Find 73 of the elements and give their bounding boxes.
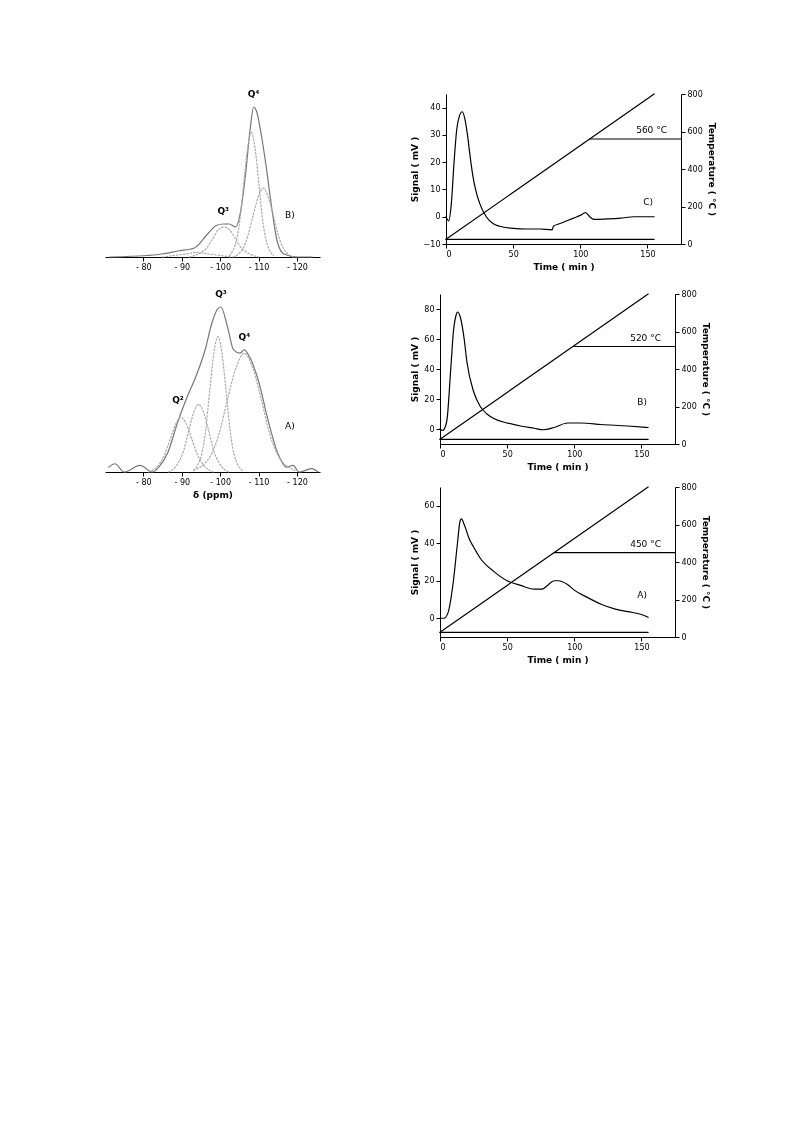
y2-tick-label: 200 (687, 202, 703, 211)
x-tick-label: - 90 (174, 262, 191, 272)
annotation: B) (637, 397, 647, 407)
y2-tick-label: 800 (681, 482, 697, 492)
x-axis-title: Time ( min ) (527, 461, 589, 472)
y2-tick-label: 200 (681, 402, 697, 411)
x-tick-label: - 110 (248, 262, 270, 272)
y2-axis-title: Temperature ( °C ) (706, 122, 717, 217)
y2-tick-label: 600 (681, 327, 697, 336)
y-tick-label: −10 (423, 239, 441, 249)
x-tick-label: - 110 (248, 477, 270, 487)
x-tick-label: - 120 (287, 477, 308, 487)
x-tick-label: - 90 (174, 477, 191, 487)
x-tick-label: 100 (567, 449, 583, 459)
y-tick-label: 40 (430, 103, 441, 113)
x-axis-title: Time ( min ) (533, 261, 595, 272)
y-tick-label: 80 (424, 304, 435, 314)
annotation: A) (285, 420, 295, 431)
y2-tick-label: 600 (687, 127, 703, 136)
annotation: Q² (172, 394, 184, 405)
y2-tick-label: 800 (687, 89, 703, 99)
annotation: Q³ (215, 289, 227, 299)
x-axis-title: Time ( min ) (527, 654, 589, 665)
annotation: Q⁴ (247, 89, 260, 99)
y2-tick-label: 600 (681, 520, 697, 529)
x-tick-label: 150 (634, 449, 650, 459)
x-tick-label: 100 (573, 249, 589, 259)
y-tick-label: 60 (424, 334, 435, 344)
y-tick-label: 30 (430, 130, 441, 140)
y-tick-label: 20 (430, 157, 441, 167)
x-tick-label: - 120 (287, 262, 308, 272)
y2-tick-label: 200 (681, 595, 697, 604)
x-axis-title: δ (ppm) (193, 489, 233, 500)
x-tick-label: 50 (502, 642, 513, 652)
y-tick-label: 60 (424, 501, 435, 511)
y2-tick-label: 400 (687, 164, 703, 174)
x-tick-label: 100 (567, 642, 583, 652)
x-tick-label: - 80 (136, 262, 152, 272)
y2-tick-label: 0 (681, 632, 687, 642)
x-tick-label: 150 (640, 249, 656, 259)
y-tick-label: 0 (429, 424, 435, 434)
x-tick-label: - 100 (210, 477, 232, 487)
annotation: B) (285, 210, 295, 220)
x-tick-label: 150 (634, 642, 650, 652)
y2-tick-label: 400 (681, 364, 697, 374)
x-tick-label: - 80 (136, 477, 152, 487)
y-tick-label: 40 (424, 538, 435, 548)
y-axis-title: Signal ( mV ) (410, 336, 421, 403)
y2-tick-label: 0 (681, 439, 687, 449)
y-tick-label: 0 (435, 212, 441, 222)
annotation: A) (637, 590, 647, 600)
annotation: Q³ (217, 206, 230, 216)
y2-axis-title: Temperature ( °C ) (700, 322, 711, 417)
y-tick-label: 0 (429, 613, 435, 623)
x-tick-label: - 100 (210, 262, 232, 272)
annotation: C) (643, 197, 653, 207)
y-tick-label: 20 (424, 394, 435, 404)
y2-tick-label: 400 (681, 557, 697, 567)
y-axis-title: Signal ( mV ) (410, 529, 421, 596)
x-tick-label: 50 (508, 249, 519, 259)
legend-label: 560 °C (636, 125, 667, 135)
y-tick-label: 20 (424, 576, 435, 586)
legend-label: 520 °C (630, 332, 661, 343)
y-axis-title: Signal ( mV ) (409, 136, 420, 203)
y2-tick-label: 800 (681, 289, 697, 299)
annotation: Q⁴ (238, 331, 251, 342)
series-label: 450 °C (630, 538, 661, 549)
y2-tick-label: 0 (687, 239, 693, 249)
y2-axis-title: Temperature ( °C ) (700, 515, 711, 610)
y-tick-label: 10 (430, 184, 441, 194)
x-tick-label: 0 (446, 249, 452, 259)
x-tick-label: 50 (502, 449, 513, 459)
y-tick-label: 40 (424, 364, 435, 374)
